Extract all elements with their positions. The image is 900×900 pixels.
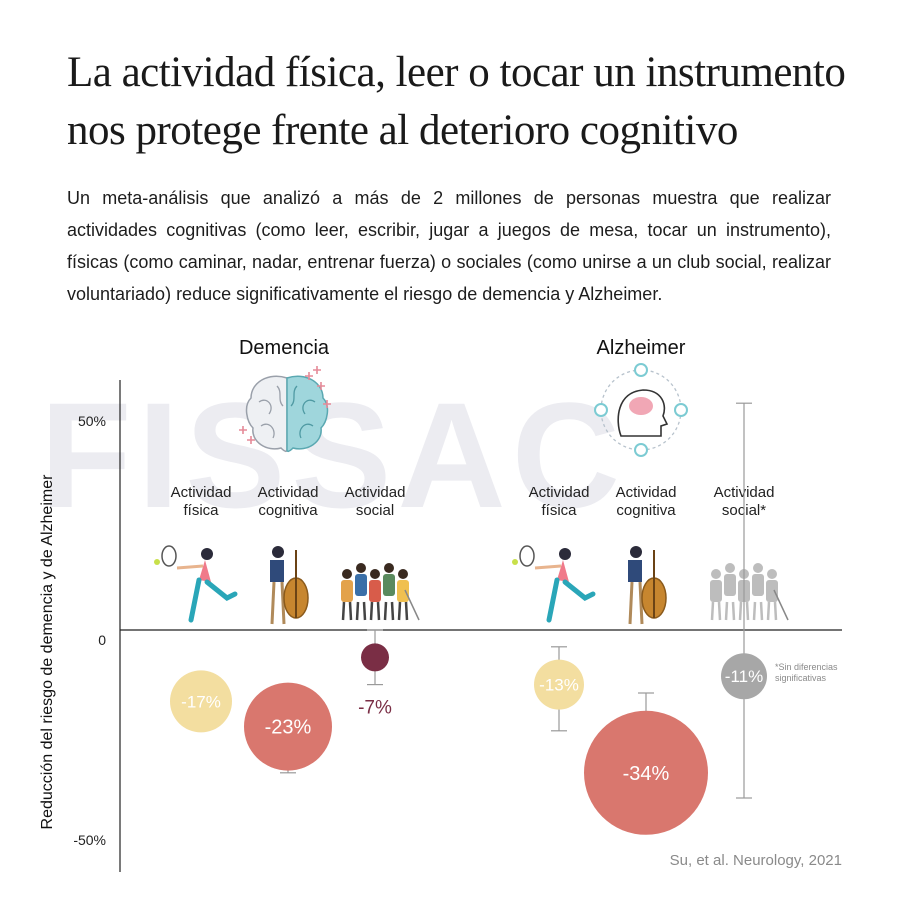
category-label: Actividad cognitiva: [258, 484, 319, 519]
data-point: [584, 710, 708, 835]
y-axis-label: Reducción del riesgo de demencia y de Al…: [39, 474, 56, 830]
cellist-icon: [628, 546, 667, 625]
data-point: [534, 659, 584, 710]
group-title: Alzheimer: [597, 337, 686, 359]
category-label: Actividad cognitiva: [616, 484, 677, 519]
group-people-icon: [710, 563, 789, 621]
data-point: [244, 682, 332, 771]
data-point: [170, 670, 232, 733]
data-label: -11%: [725, 667, 763, 686]
footnote: *Sin diferencias significativas: [775, 662, 838, 683]
watermark: FISSAC: [40, 371, 627, 539]
group-people-icon: [341, 563, 420, 621]
group-title: Demencia: [239, 337, 330, 359]
category-label: Actividad social: [345, 484, 406, 519]
category-label: Actividad física: [529, 484, 590, 519]
tennis-player-icon: [512, 545, 596, 623]
lead-paragraph: Un meta-análisis que analizó a más de 2 …: [67, 188, 831, 304]
cellist-icon: [270, 546, 309, 625]
data-label: -23%: [265, 717, 312, 739]
data-label: -17%: [181, 692, 221, 711]
tennis-player-icon: [154, 545, 238, 623]
y-tick-label: 50%: [78, 413, 106, 429]
data-point: [361, 643, 389, 672]
source-citation: Su, et al. Neurology, 2021: [669, 852, 842, 869]
page-title: La actividad física, leer o tocar un ins…: [67, 49, 846, 154]
y-tick-label: 0: [98, 632, 106, 648]
data-label: -13%: [539, 676, 579, 695]
brain-icon: [239, 366, 331, 453]
category-label: Actividad física: [171, 484, 232, 519]
data-label: -34%: [623, 763, 670, 785]
data-label: -7%: [358, 697, 392, 718]
head-brain-icon: [594, 363, 688, 457]
data-point: [721, 653, 767, 700]
y-tick-label: -50%: [73, 832, 106, 848]
